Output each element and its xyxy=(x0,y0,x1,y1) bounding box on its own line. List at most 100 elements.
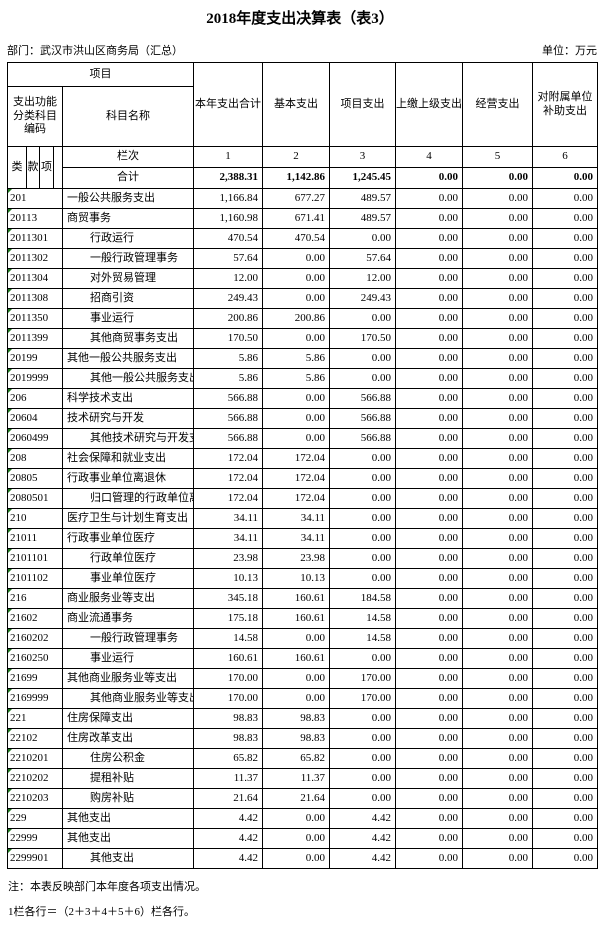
footnote-scope: 注：本表反映部门本年度各项支出情况。 xyxy=(8,881,206,893)
value-cell: 4.42 xyxy=(329,848,397,869)
value-cell: 566.88 xyxy=(193,388,264,409)
excel-flag-triangle-icon xyxy=(8,329,12,333)
value-cell: 0.00 xyxy=(262,828,331,849)
subcode-kuan: 款 xyxy=(26,146,40,189)
code-text: 210 xyxy=(10,511,27,524)
value-cell: 10.13 xyxy=(193,568,264,589)
table-row: 201 一般公共服务支出 1,166.84 677.27 489.57 0.00… xyxy=(7,188,599,209)
name-cell: 其他技术研究与开发支出 xyxy=(61,428,195,449)
value-cell: 0.00 xyxy=(262,288,331,309)
grand-total-value: 0.00 xyxy=(395,167,464,189)
value-cell: 0.00 xyxy=(532,588,599,609)
value-cell: 0.00 xyxy=(262,268,331,289)
name-cell: 对外贸易管理 xyxy=(61,268,195,289)
excel-flag-triangle-icon xyxy=(8,789,12,793)
code-text: 2169999 xyxy=(10,691,49,704)
value-cell: 172.04 xyxy=(193,448,264,469)
subcode-lei: 类 xyxy=(7,146,27,189)
value-cell: 0.00 xyxy=(329,348,397,369)
value-cell: 5.86 xyxy=(193,368,264,389)
value-cell: 0.00 xyxy=(395,548,464,569)
value-cell: 57.64 xyxy=(193,248,264,269)
subcode-spacer xyxy=(53,146,63,189)
value-cell: 0.00 xyxy=(532,848,599,869)
value-cell: 4.42 xyxy=(193,848,264,869)
value-cell: 0.00 xyxy=(462,248,534,269)
value-cell: 0.00 xyxy=(462,528,534,549)
table-row: 2299901 其他支出 4.42 0.00 4.42 0.00 0.00 0.… xyxy=(7,848,599,869)
code-cell: 2299901 xyxy=(7,848,63,869)
value-cell: 0.00 xyxy=(329,448,397,469)
code-cell: 2011304 xyxy=(7,268,63,289)
department-label: 部门：武汉市洪山区商务局（汇总） xyxy=(7,45,183,57)
value-cell: 0.00 xyxy=(329,528,397,549)
name-cell: 其他一般公共服务支出 xyxy=(61,348,195,369)
value-cell: 0.00 xyxy=(532,248,599,269)
code-text: 2060499 xyxy=(10,431,49,444)
value-cell: 0.00 xyxy=(395,428,464,449)
value-cell: 4.42 xyxy=(329,808,397,829)
value-cell: 0.00 xyxy=(395,668,464,689)
code-text: 2011308 xyxy=(10,291,49,304)
value-cell: 170.00 xyxy=(329,668,397,689)
table-row: 2011301 行政运行 470.54 470.54 0.00 0.00 0.0… xyxy=(7,228,599,249)
code-text: 20805 xyxy=(10,471,38,484)
value-cell: 172.04 xyxy=(193,488,264,509)
code-text: 20604 xyxy=(10,411,38,424)
value-cell: 0.00 xyxy=(262,628,331,649)
excel-flag-triangle-icon xyxy=(8,549,12,553)
grand-total-row: 合计 2,388.31 1,142.86 1,245.45 0.00 0.00 … xyxy=(8,167,599,189)
excel-flag-triangle-icon xyxy=(8,209,12,213)
value-cell: 0.00 xyxy=(329,768,397,789)
column-header-basic: 基本支出 xyxy=(262,62,331,147)
value-cell: 23.98 xyxy=(193,548,264,569)
value-cell: 0.00 xyxy=(532,648,599,669)
code-cell: 2011350 xyxy=(7,308,63,329)
value-cell: 0.00 xyxy=(462,468,534,489)
value-cell: 98.83 xyxy=(193,708,264,729)
code-column-header: 支出功能分类科目编码 xyxy=(7,86,63,147)
excel-flag-triangle-icon xyxy=(8,449,12,453)
value-cell: 0.00 xyxy=(395,388,464,409)
value-cell: 0.00 xyxy=(532,348,599,369)
code-cell: 2011301 xyxy=(7,228,63,249)
value-cell: 0.00 xyxy=(395,208,464,229)
value-cell: 14.58 xyxy=(193,628,264,649)
code-text: 2011302 xyxy=(10,251,49,264)
value-cell: 0.00 xyxy=(532,808,599,829)
table-row: 2011302 一般行政管理事务 57.64 0.00 57.64 0.00 0… xyxy=(7,248,599,269)
name-cell: 事业单位医疗 xyxy=(61,568,195,589)
value-cell: 0.00 xyxy=(262,848,331,869)
excel-flag-triangle-icon xyxy=(8,509,12,513)
name-cell: 其他支出 xyxy=(61,828,195,849)
excel-flag-triangle-icon xyxy=(8,289,12,293)
value-cell: 0.00 xyxy=(462,808,534,829)
code-cell: 2160202 xyxy=(7,628,63,649)
value-cell: 170.50 xyxy=(193,328,264,349)
value-cell: 0.00 xyxy=(532,768,599,789)
value-cell: 470.54 xyxy=(262,228,331,249)
code-text: 21602 xyxy=(10,611,38,624)
value-cell: 0.00 xyxy=(395,748,464,769)
value-cell: 0.00 xyxy=(329,508,397,529)
name-cell: 购房补贴 xyxy=(61,788,195,809)
value-cell: 14.58 xyxy=(329,608,397,629)
value-cell: 566.88 xyxy=(193,428,264,449)
name-cell: 商业流通事务 xyxy=(61,608,195,629)
value-cell: 200.86 xyxy=(262,308,331,329)
column-header-subsidy: 对附属单位补助支出 xyxy=(532,62,599,147)
value-cell: 0.00 xyxy=(462,448,534,469)
value-cell: 0.00 xyxy=(395,648,464,669)
excel-flag-triangle-icon xyxy=(8,309,12,313)
code-text: 206 xyxy=(10,391,27,404)
value-cell: 0.00 xyxy=(462,568,534,589)
value-cell: 0.00 xyxy=(329,308,397,329)
value-cell: 0.00 xyxy=(395,328,464,349)
value-cell: 0.00 xyxy=(532,748,599,769)
table-row: 20805 行政事业单位离退休 172.04 172.04 0.00 0.00 … xyxy=(7,468,599,489)
value-cell: 4.42 xyxy=(193,808,264,829)
value-cell: 11.37 xyxy=(262,768,331,789)
value-cell: 0.00 xyxy=(532,548,599,569)
excel-flag-triangle-icon xyxy=(8,529,12,533)
column-index-5: 5 xyxy=(462,146,534,168)
